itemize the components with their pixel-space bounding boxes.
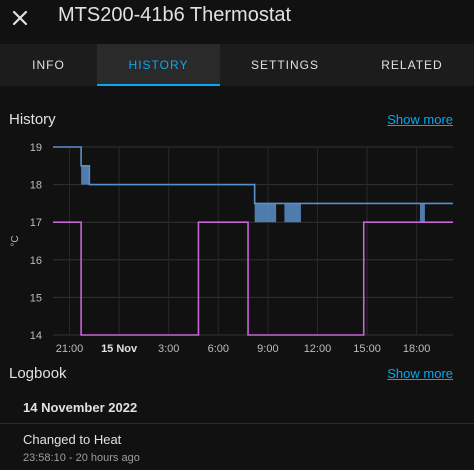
x-tick-label: 3:00 — [158, 343, 179, 355]
temperature-fluctuation-band — [254, 203, 277, 223]
y-tick-label: 14 — [30, 330, 42, 342]
y-axis-label: °C — [10, 235, 21, 246]
y-tick-label: 18 — [30, 180, 42, 192]
x-tick-label: 9:00 — [257, 343, 278, 355]
temperature-fluctuation-band — [284, 203, 301, 223]
x-tick-label: 15 Nov — [101, 343, 138, 355]
logbook-divider — [0, 423, 474, 424]
y-tick-label: 19 — [30, 142, 42, 154]
x-tick-label: 6:00 — [208, 343, 229, 355]
tab-history[interactable]: HISTORY — [97, 44, 220, 86]
heating-line — [53, 221, 453, 336]
y-tick-label: 15 — [30, 292, 42, 304]
dialog-header: MTS200-41b6 Thermostat — [0, 0, 474, 44]
history-chart: 19 18 17 16 15 14 °C 21:00 15 Nov 3:00 6:00 9:00 12:… — [10, 142, 453, 355]
x-tick-label: 12:00 — [304, 343, 332, 355]
y-tick-label: 17 — [30, 217, 42, 229]
x-tick-label: 18:00 — [403, 343, 431, 355]
temperature-line — [53, 146, 453, 205]
temperature-fluctuation-band — [419, 203, 425, 223]
logbook-date: 14 November 2022 — [23, 400, 138, 415]
tab-info[interactable]: INFO — [32, 58, 65, 72]
history-show-more-link[interactable]: Show more — [387, 112, 453, 127]
tab-settings[interactable]: SETTINGS — [250, 58, 319, 72]
logbook-title: Logbook — [9, 365, 67, 382]
close-icon — [12, 10, 28, 26]
y-tick-label: 16 — [30, 255, 42, 267]
close-button[interactable] — [8, 6, 32, 30]
logbook-entry-time: 23:58:10 - 20 hours ago — [23, 452, 140, 464]
logbook-show-more-link[interactable]: Show more — [387, 366, 453, 381]
history-title: History — [9, 111, 56, 128]
tab-related[interactable]: RELATED — [381, 58, 443, 72]
temperature-fluctuation-band — [81, 165, 90, 185]
x-tick-label: 15:00 — [353, 343, 381, 355]
tab-bar: INFO HISTORY SETTINGS RELATED — [0, 44, 474, 86]
logbook-entry-title: Changed to Heat — [23, 432, 122, 447]
dialog-title: MTS200-41b6 Thermostat — [58, 4, 292, 26]
x-tick-label: 21:00 — [56, 343, 84, 355]
